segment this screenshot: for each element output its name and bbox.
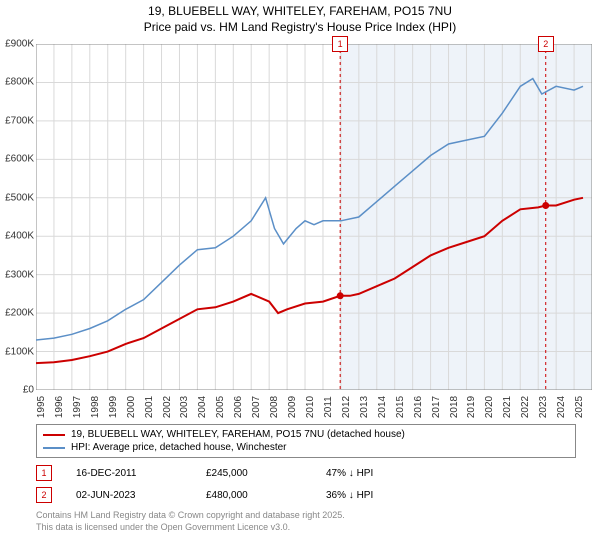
y-axis-label: £800K [0, 77, 34, 88]
x-axis-label: 2015 [395, 396, 406, 418]
y-axis-label: £200K [0, 308, 34, 319]
sale-hpi: 47% ↓ HPI [326, 468, 446, 479]
x-axis-label: 1995 [36, 396, 47, 418]
x-axis-label: 2020 [484, 396, 495, 418]
x-axis-label: 2022 [520, 396, 531, 418]
table-row: 2 02-JUN-2023 £480,000 36% ↓ HPI [36, 484, 576, 506]
legend: 19, BLUEBELL WAY, WHITELEY, FAREHAM, PO1… [36, 424, 576, 458]
x-axis-label: 2017 [431, 396, 442, 418]
x-axis-label: 1998 [90, 396, 101, 418]
x-axis-label: 2012 [341, 396, 352, 418]
x-axis-label: 2005 [215, 396, 226, 418]
x-axis-label: 2008 [269, 396, 280, 418]
title-line-2: Price paid vs. HM Land Registry's House … [0, 20, 600, 36]
y-axis-label: £500K [0, 192, 34, 203]
x-axis-label: 2003 [179, 396, 190, 418]
x-axis-label: 2021 [502, 396, 513, 418]
chart-sale-marker-icon: 2 [538, 36, 554, 52]
legend-swatch-icon [43, 447, 65, 449]
chart-svg [36, 44, 592, 390]
sale-price: £245,000 [206, 468, 326, 479]
footnote: Contains HM Land Registry data © Crown c… [36, 510, 345, 533]
x-axis-label: 2010 [305, 396, 316, 418]
y-axis-label: £300K [0, 269, 34, 280]
sale-marker-icon: 2 [36, 487, 52, 503]
x-axis-label: 1997 [72, 396, 83, 418]
x-axis-label: 2011 [323, 396, 334, 418]
x-axis-label: 2019 [466, 396, 477, 418]
x-axis-label: 2018 [449, 396, 460, 418]
x-axis-label: 2000 [126, 396, 137, 418]
title-line-1: 19, BLUEBELL WAY, WHITELEY, FAREHAM, PO1… [0, 4, 600, 20]
y-axis-label: £900K [0, 39, 34, 50]
legend-label: 19, BLUEBELL WAY, WHITELEY, FAREHAM, PO1… [71, 429, 405, 440]
y-axis-label: £100K [0, 346, 34, 357]
chart-container: 19, BLUEBELL WAY, WHITELEY, FAREHAM, PO1… [0, 0, 600, 560]
x-axis-label: 2016 [413, 396, 424, 418]
sales-table: 1 16-DEC-2011 £245,000 47% ↓ HPI 2 02-JU… [36, 462, 576, 506]
y-axis-label: £600K [0, 154, 34, 165]
x-axis-label: 2006 [233, 396, 244, 418]
legend-item: HPI: Average price, detached house, Winc… [43, 441, 569, 454]
x-axis-label: 2001 [144, 396, 155, 418]
x-axis-label: 2014 [377, 396, 388, 418]
x-axis-label: 1996 [54, 396, 65, 418]
sale-marker-icon: 1 [36, 465, 52, 481]
footnote-line: This data is licensed under the Open Gov… [36, 522, 345, 534]
x-axis-label: 2004 [197, 396, 208, 418]
x-axis-label: 2009 [287, 396, 298, 418]
y-axis-label: £400K [0, 231, 34, 242]
y-axis-label: £0 [0, 385, 34, 396]
x-axis-label: 2002 [162, 396, 173, 418]
x-axis-label: 1999 [108, 396, 119, 418]
sale-date: 02-JUN-2023 [76, 490, 206, 501]
legend-label: HPI: Average price, detached house, Winc… [71, 442, 287, 453]
legend-item: 19, BLUEBELL WAY, WHITELEY, FAREHAM, PO1… [43, 428, 569, 441]
legend-swatch-icon [43, 434, 65, 436]
sale-hpi: 36% ↓ HPI [326, 490, 446, 501]
sale-date: 16-DEC-2011 [76, 468, 206, 479]
x-axis-label: 2023 [538, 396, 549, 418]
x-axis-label: 2025 [574, 396, 585, 418]
x-axis-label: 2013 [359, 396, 370, 418]
chart-sale-marker-icon: 1 [332, 36, 348, 52]
sale-price: £480,000 [206, 490, 326, 501]
table-row: 1 16-DEC-2011 £245,000 47% ↓ HPI [36, 462, 576, 484]
y-axis-label: £700K [0, 115, 34, 126]
footnote-line: Contains HM Land Registry data © Crown c… [36, 510, 345, 522]
chart-title: 19, BLUEBELL WAY, WHITELEY, FAREHAM, PO1… [0, 0, 600, 35]
chart-plot-area: £0£100K£200K£300K£400K£500K£600K£700K£80… [36, 44, 592, 390]
x-axis-label: 2007 [251, 396, 262, 418]
x-axis-label: 2024 [556, 396, 567, 418]
